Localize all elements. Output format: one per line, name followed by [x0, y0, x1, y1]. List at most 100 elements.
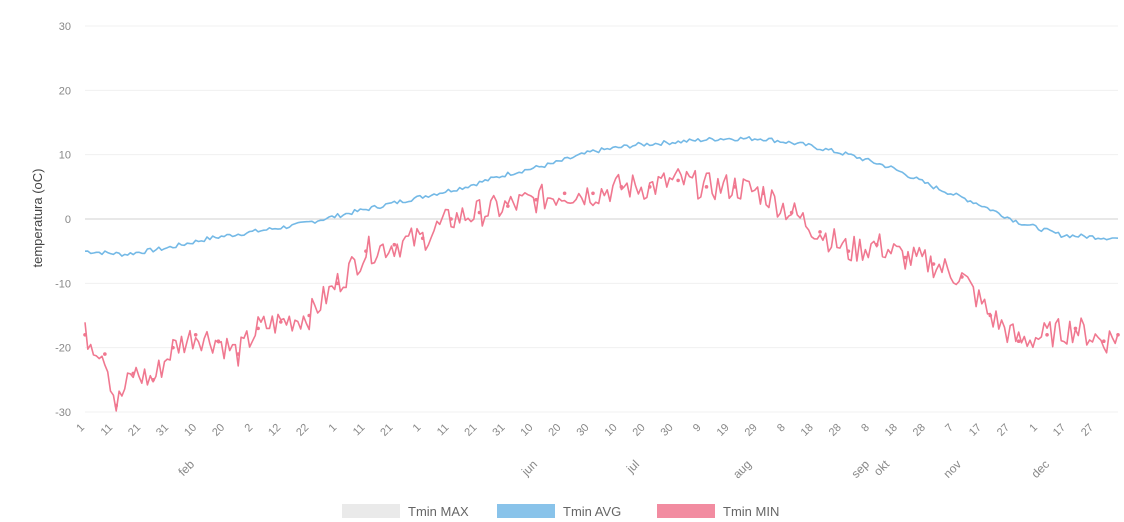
month-label: aug — [730, 457, 754, 481]
y-axis-label: temperatura (oC) — [30, 169, 45, 268]
data-point — [236, 352, 241, 356]
data-point — [131, 371, 136, 376]
month-label: dec — [1029, 457, 1053, 481]
data-point — [761, 191, 766, 196]
legend-item[interactable]: Tmin MAX — [342, 504, 469, 519]
month-label: okt — [871, 457, 893, 479]
y-tick-label: -20 — [55, 343, 71, 355]
x-tick-label: 2 — [242, 422, 255, 435]
legend-item[interactable]: Tmin AVG — [497, 504, 621, 519]
data-point — [279, 320, 283, 324]
y-tick-label: -10 — [55, 278, 71, 290]
data-point — [591, 191, 595, 196]
grid-lines — [85, 25, 1118, 413]
data-point — [364, 249, 368, 253]
data-point — [619, 185, 624, 189]
x-tick-label: 21 — [378, 422, 395, 439]
x-tick-label: 20 — [546, 422, 563, 439]
month-label: sep — [849, 457, 873, 481]
data-point — [647, 185, 652, 189]
data-point — [931, 262, 936, 266]
series-line — [84, 136, 1119, 257]
data-point — [960, 275, 964, 279]
x-tick-label: 18 — [883, 422, 900, 439]
month-label: jul — [623, 457, 642, 476]
x-tick-label: 7 — [943, 422, 956, 435]
data-point — [1045, 333, 1049, 337]
x-tick-label: 19 — [715, 422, 732, 439]
data-point — [216, 339, 221, 344]
data-point — [704, 185, 709, 189]
x-tick-label: 11 — [351, 422, 368, 439]
series-line — [84, 168, 1119, 412]
x-tick-label: 30 — [659, 422, 676, 439]
y-axis-ticks: 30 20 10 0 -10 -20 -30 — [55, 21, 71, 419]
legend-swatch — [497, 504, 555, 518]
legend-label: Tmin AVG — [563, 504, 621, 519]
legend-item[interactable]: Tmin MIN — [657, 504, 779, 519]
data-point — [506, 204, 510, 208]
x-tick-label: 18 — [799, 422, 816, 439]
data-point — [114, 403, 119, 408]
y-tick-label: -30 — [55, 407, 71, 419]
x-tick-label: 31 — [490, 422, 507, 439]
x-tick-label: 12 — [266, 422, 283, 439]
x-tick-label: 17 — [1051, 422, 1068, 439]
y-tick-label: 30 — [59, 21, 71, 33]
series-lines — [83, 136, 1120, 412]
x-tick-label: 1 — [1027, 422, 1040, 435]
data-point — [1116, 333, 1120, 337]
x-axis-ticks: 1 11 21 31 10 20 2 12 22 1 11 21 1 11 21 31 10 20 30 10 20 30… — [74, 422, 1096, 439]
data-point — [534, 197, 539, 202]
data-point — [193, 333, 198, 337]
data-point — [392, 242, 397, 247]
x-tick-label: 29 — [743, 422, 760, 439]
x-tick-label: 28 — [827, 422, 844, 439]
data-point — [676, 178, 680, 183]
legend-swatch — [657, 504, 715, 518]
x-tick-label: 10 — [182, 422, 199, 439]
data-point — [307, 313, 311, 318]
legend[interactable]: Tmin MAX Tmin AVG Tmin MIN — [342, 504, 779, 519]
month-label: nov — [941, 457, 965, 481]
data-point — [874, 242, 879, 247]
x-tick-label: 21 — [462, 422, 479, 439]
x-tick-label: 20 — [631, 422, 648, 439]
x-tick-label: 8 — [775, 422, 788, 435]
x-tick-label: 10 — [603, 422, 620, 439]
data-point — [1016, 339, 1021, 344]
data-point — [1073, 326, 1078, 331]
data-point — [449, 217, 453, 221]
data-point — [1102, 339, 1106, 344]
x-tick-label: 22 — [294, 422, 311, 439]
y-tick-label: 10 — [59, 150, 71, 162]
data-point — [335, 281, 340, 286]
x-tick-label: 11 — [435, 422, 452, 439]
x-tick-label: 30 — [574, 422, 591, 439]
x-tick-label: 1 — [74, 422, 87, 435]
data-point — [903, 255, 907, 260]
legend-swatch — [342, 504, 400, 518]
x-tick-label: 28 — [911, 422, 928, 439]
month-label: jun — [518, 457, 540, 479]
data-point — [83, 333, 87, 337]
data-point — [171, 345, 175, 350]
legend-label: Tmin MAX — [408, 504, 469, 519]
x-tick-label: 11 — [99, 422, 116, 439]
data-point — [789, 210, 794, 215]
legend-label: Tmin MIN — [723, 504, 779, 519]
data-point — [256, 326, 260, 331]
x-tick-label: 20 — [210, 422, 227, 439]
x-tick-label: 27 — [1079, 422, 1096, 439]
x-tick-label: 8 — [859, 422, 872, 435]
x-tick-label: 1 — [411, 422, 424, 435]
data-point — [562, 191, 567, 196]
y-tick-label: 0 — [65, 214, 71, 226]
x-tick-label: 9 — [691, 422, 704, 435]
x-tick-label: 1 — [327, 422, 340, 435]
x-tick-label: 27 — [995, 422, 1012, 439]
data-point — [420, 236, 425, 241]
data-point — [477, 210, 482, 215]
